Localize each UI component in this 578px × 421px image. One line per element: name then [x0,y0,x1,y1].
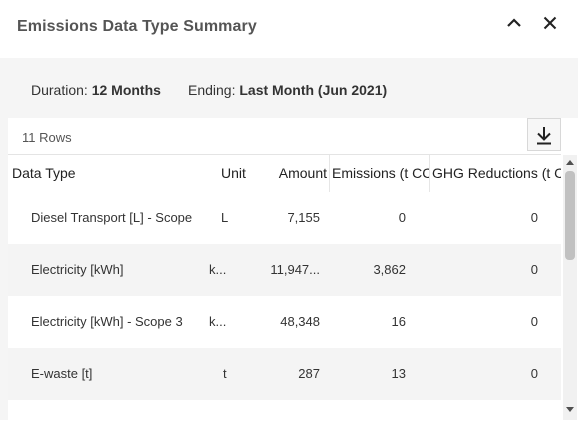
cell-emissions: 3,862 [373,262,406,277]
cell-data-type: Electricity [kWh] - Scope 3 [31,314,183,329]
table-panel: 11 Rows Data Type Unit Amount Emissions … [8,118,578,420]
cell-data-type: Electricity [kWh] [31,262,124,277]
table-row[interactable]: Electricity [kWh] - Scope 3 k... 48,348 … [8,296,561,348]
column-header-emissions[interactable]: Emissions (t CC [329,155,430,192]
cell-emissions: 16 [391,314,406,329]
cell-unit: t [223,366,227,381]
cell-emissions: 13 [391,366,406,381]
download-button[interactable] [527,118,561,151]
table-row[interactable]: Diesel Transport [L] - Scope L 7,155 0 0 [8,192,561,244]
cell-data-type: E-waste [t] [31,366,93,381]
column-header-amount[interactable]: Amount [278,165,327,181]
cell-ghg-reductions: 0 [530,366,538,381]
scroll-down-arrow-icon[interactable] [566,407,574,412]
cell-emissions: 0 [398,210,406,225]
table-row[interactable]: E-waste [t] t 287 13 0 [8,348,561,400]
scroll-up-arrow-icon[interactable] [566,160,574,165]
cell-ghg-reductions: 0 [530,314,538,329]
ending-label: Ending: [188,82,236,98]
download-icon [537,126,551,144]
cell-amount: 11,947... [270,262,320,277]
cell-amount: 7,155 [287,210,320,225]
data-grid: Data Type Unit Amount Emissions (t CC GH… [8,154,561,421]
cell-ghg-reductions: 0 [530,210,538,225]
cell-unit: L [221,210,229,225]
panel-header: Emissions Data Type Summary [0,0,578,58]
column-header-ghg-reductions[interactable]: GHG Reductions (t C [429,155,561,192]
scrollbar-thumb[interactable] [565,171,575,260]
row-count: 11 Rows [22,130,72,145]
table-row[interactable]: Electricity [kWh] k... 11,947... 3,862 0 [8,244,561,296]
duration-value: 12 Months [91,82,161,98]
cell-unit: k... [209,262,227,277]
cell-amount: 48,348 [280,314,320,329]
close-button[interactable] [537,10,563,36]
ending-filter[interactable]: Ending: Last Month (Jun 2021) [188,82,387,98]
filter-bar: Duration: 12 Months Ending: Last Month (… [10,66,576,116]
duration-filter[interactable]: Duration: 12 Months [31,82,161,98]
panel-title: Emissions Data Type Summary [17,18,257,35]
cell-unit: k... [209,314,227,329]
duration-label: Duration: [31,82,88,98]
close-icon [543,16,557,30]
column-header-unit[interactable]: Unit [221,165,246,181]
collapse-button[interactable] [501,10,527,36]
vertical-scrollbar[interactable] [563,155,577,420]
cell-ghg-reductions: 0 [530,262,538,277]
cell-amount: 287 [298,366,320,381]
column-header-data-type[interactable]: Data Type [12,165,76,181]
chevron-up-icon [507,18,521,27]
ending-value: Last Month (Jun 2021) [239,82,388,98]
cell-data-type: Diesel Transport [L] - Scope [31,210,193,225]
